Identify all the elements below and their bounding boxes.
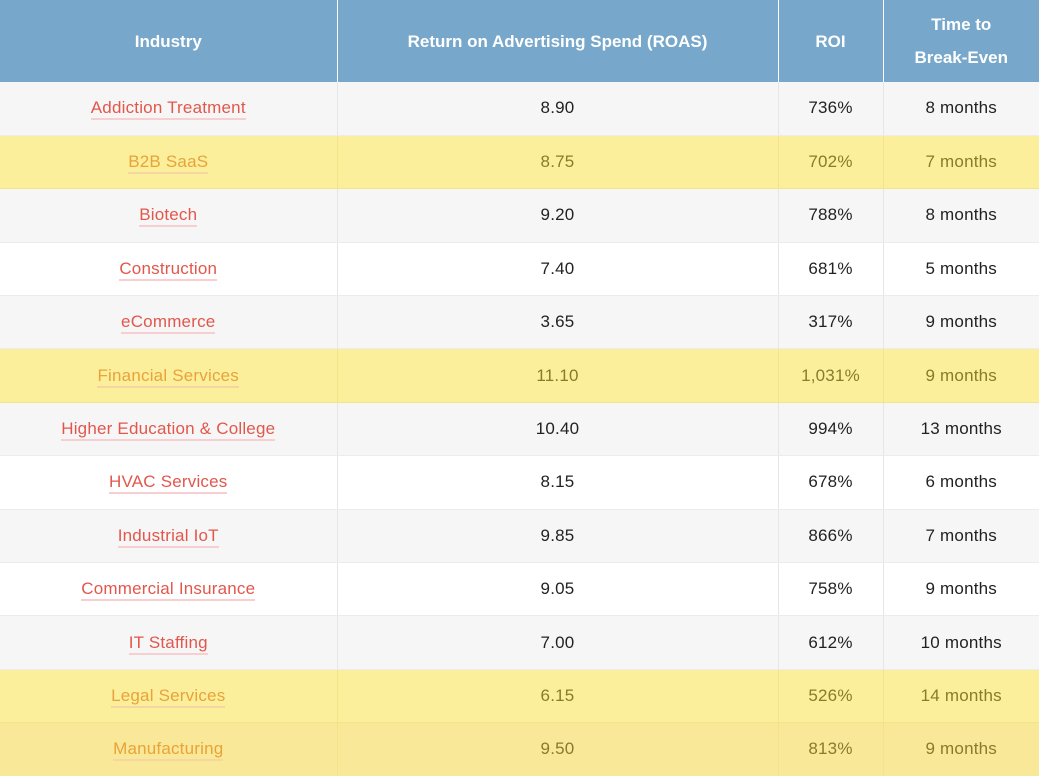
- roas-cell: 8.90: [337, 82, 779, 136]
- roas-cell: 7.40: [337, 242, 779, 297]
- industry-cell: Addiction Treatment: [0, 82, 338, 136]
- table-row: HVAC Services 8.15 678% 6 months: [0, 455, 1039, 510]
- table-row: Addiction Treatment 8.90 736% 8 months: [0, 82, 1039, 136]
- breakeven-cell: 7 months: [883, 135, 1039, 190]
- roas-cell: 9.50: [337, 722, 779, 776]
- industry-cell: Higher Education & College: [0, 402, 338, 457]
- industry-cell: eCommerce: [0, 295, 338, 350]
- roi-cell: 526%: [778, 669, 884, 724]
- roi-cell: 612%: [778, 615, 884, 670]
- industry-cell: HVAC Services: [0, 455, 338, 510]
- industry-cell: Construction: [0, 242, 338, 297]
- breakeven-cell: 8 months: [883, 188, 1039, 243]
- industry-cell: B2B SaaS: [0, 135, 338, 190]
- roi-cell: 788%: [778, 188, 884, 243]
- roi-cell: 678%: [778, 455, 884, 510]
- table-row: Commercial Insurance 9.05 758% 9 months: [0, 562, 1039, 617]
- header-breakeven: Time to Break-Even: [883, 0, 1039, 82]
- roi-cell: 758%: [778, 562, 884, 617]
- header-roas: Return on Advertising Spend (ROAS): [337, 0, 779, 82]
- breakeven-cell: 10 months: [883, 615, 1039, 670]
- table-header-row: Industry Return on Advertising Spend (RO…: [0, 0, 1039, 82]
- table-row: IT Staffing 7.00 612% 10 months: [0, 615, 1039, 670]
- table-row: Industrial IoT 9.85 866% 7 months: [0, 509, 1039, 564]
- table-row: Biotech 9.20 788% 8 months: [0, 188, 1039, 243]
- roi-cell: 866%: [778, 509, 884, 564]
- breakeven-cell: 13 months: [883, 402, 1039, 457]
- industry-cell: Financial Services: [0, 348, 338, 403]
- industry-cell: Legal Services: [0, 669, 338, 724]
- industry-link[interactable]: HVAC Services: [109, 472, 228, 495]
- roas-cell: 9.05: [337, 562, 779, 617]
- roas-cell: 6.15: [337, 669, 779, 724]
- breakeven-cell: 9 months: [883, 295, 1039, 350]
- industry-cell: Biotech: [0, 188, 338, 243]
- breakeven-cell: 6 months: [883, 455, 1039, 510]
- roi-cell: 1,031%: [778, 348, 884, 403]
- industry-link[interactable]: Commercial Insurance: [81, 579, 256, 602]
- roas-cell: 7.00: [337, 615, 779, 670]
- table-row: Construction 7.40 681% 5 months: [0, 242, 1039, 297]
- industry-link[interactable]: Legal Services: [111, 685, 226, 708]
- roi-cell: 736%: [778, 82, 884, 136]
- roas-cell: 11.10: [337, 348, 779, 403]
- breakeven-cell: 7 months: [883, 509, 1039, 564]
- header-roi: ROI: [778, 0, 884, 82]
- breakeven-cell: 9 months: [883, 348, 1039, 403]
- industry-cell: Manufacturing: [0, 722, 338, 776]
- industry-link[interactable]: eCommerce: [121, 312, 216, 335]
- industry-cell: Industrial IoT: [0, 509, 338, 564]
- breakeven-cell: 9 months: [883, 722, 1039, 776]
- industry-link[interactable]: Financial Services: [97, 365, 240, 388]
- roi-cell: 702%: [778, 135, 884, 190]
- header-industry: Industry: [0, 0, 338, 82]
- roas-cell: 3.65: [337, 295, 779, 350]
- table-row: Higher Education & College 10.40 994% 13…: [0, 402, 1039, 457]
- roi-cell: 994%: [778, 402, 884, 457]
- header-breakeven-line1: Time to: [931, 15, 992, 34]
- table-row: eCommerce 3.65 317% 9 months: [0, 295, 1039, 350]
- breakeven-cell: 14 months: [883, 669, 1039, 724]
- industry-link[interactable]: Manufacturing: [113, 739, 224, 762]
- roi-cell: 317%: [778, 295, 884, 350]
- table-row: B2B SaaS 8.75 702% 7 months: [0, 135, 1039, 190]
- roas-cell: 8.75: [337, 135, 779, 190]
- table-row: Manufacturing 9.50 813% 9 months: [0, 722, 1039, 776]
- roas-cell: 9.20: [337, 188, 779, 243]
- table-row: Legal Services 6.15 526% 14 months: [0, 669, 1039, 724]
- roas-cell: 10.40: [337, 402, 779, 457]
- roas-cell: 9.85: [337, 509, 779, 564]
- breakeven-cell: 8 months: [883, 82, 1039, 136]
- industry-link[interactable]: Biotech: [139, 205, 198, 228]
- breakeven-cell: 5 months: [883, 242, 1039, 297]
- roi-cell: 681%: [778, 242, 884, 297]
- industry-link[interactable]: IT Staffing: [128, 632, 208, 655]
- industry-link[interactable]: Addiction Treatment: [90, 98, 246, 121]
- industry-link[interactable]: B2B SaaS: [128, 152, 209, 175]
- breakeven-cell: 9 months: [883, 562, 1039, 617]
- industry-link[interactable]: Construction: [119, 258, 218, 281]
- roi-cell: 813%: [778, 722, 884, 776]
- table-row: Financial Services 11.10 1,031% 9 months: [0, 348, 1039, 403]
- industry-link[interactable]: Industrial IoT: [117, 525, 219, 548]
- header-breakeven-line2: Break-Even: [914, 48, 1009, 67]
- industry-link[interactable]: Higher Education & College: [61, 419, 276, 442]
- industry-cell: IT Staffing: [0, 615, 338, 670]
- roas-cell: 8.15: [337, 455, 779, 510]
- industry-cell: Commercial Insurance: [0, 562, 338, 617]
